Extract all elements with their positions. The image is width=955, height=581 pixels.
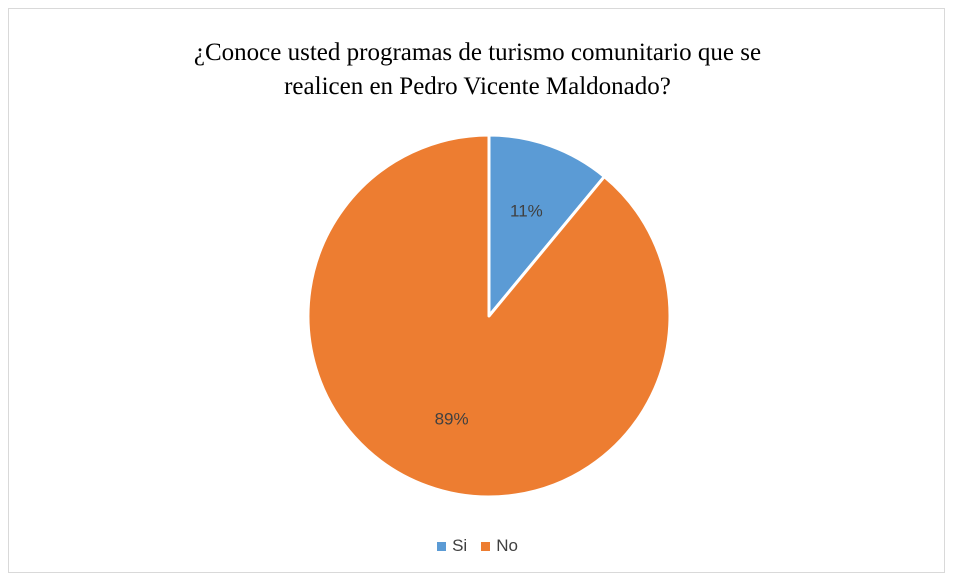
pie-slice-no (306, 133, 672, 499)
pie-slice-si (487, 133, 606, 318)
chart-title-line-1: ¿Conoce usted programas de turismo comun… (193, 39, 762, 66)
legend-label-no: No (496, 536, 518, 555)
legend-label-si: Si (452, 536, 468, 555)
chart-title-line-2: realicen en Pedro Vicente Maldonado? (284, 73, 671, 100)
legend-item-si: Si (437, 536, 467, 556)
chart-title: ¿Conoce usted programas de turismo comun… (0, 36, 955, 104)
chart-legend: Si No (0, 536, 955, 556)
legend-swatch-no (481, 541, 491, 551)
data-label-no: 89% (435, 409, 469, 428)
pie-slices (306, 133, 672, 499)
legend-item-no: No (481, 536, 518, 556)
data-label-si: 11% (510, 202, 543, 221)
pie-data-labels: 11% 89% (435, 202, 543, 429)
legend-swatch-si (437, 541, 447, 551)
